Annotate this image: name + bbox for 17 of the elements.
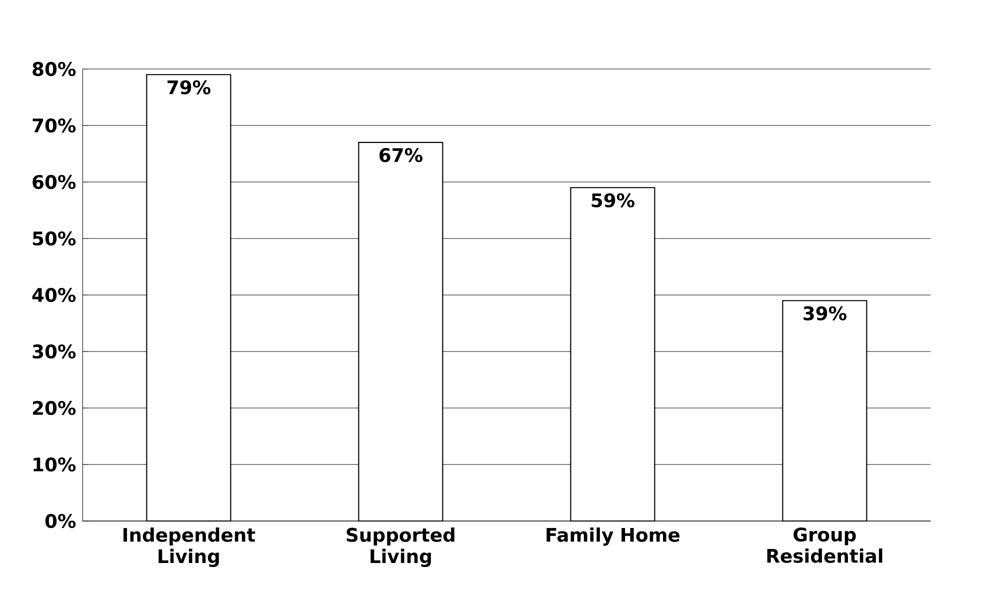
y-tick-label: 40%: [32, 288, 76, 302]
data-label: 59%: [592, 193, 634, 208]
x-tick-label: Independent Living: [123, 527, 256, 568]
y-tick-label: 80%: [32, 62, 76, 76]
x-tick-label: Supported Living: [346, 527, 454, 568]
y-tick-label: 0%: [45, 514, 76, 528]
y-tick-label: 60%: [32, 174, 76, 190]
data-label: 39%: [804, 306, 846, 320]
data-label: 67%: [379, 148, 422, 162]
x-tick-label: Family Home: [546, 527, 680, 546]
y-tick-label: 10%: [34, 457, 76, 472]
y-tick-label: 20%: [32, 400, 76, 416]
y-tick-label: 50%: [32, 231, 76, 246]
y-tick-label: 30%: [32, 344, 76, 359]
data-label: 79%: [168, 80, 210, 94]
x-tick-label: Group Residential: [767, 527, 882, 563]
y-tick-label: 70%: [32, 118, 76, 133]
